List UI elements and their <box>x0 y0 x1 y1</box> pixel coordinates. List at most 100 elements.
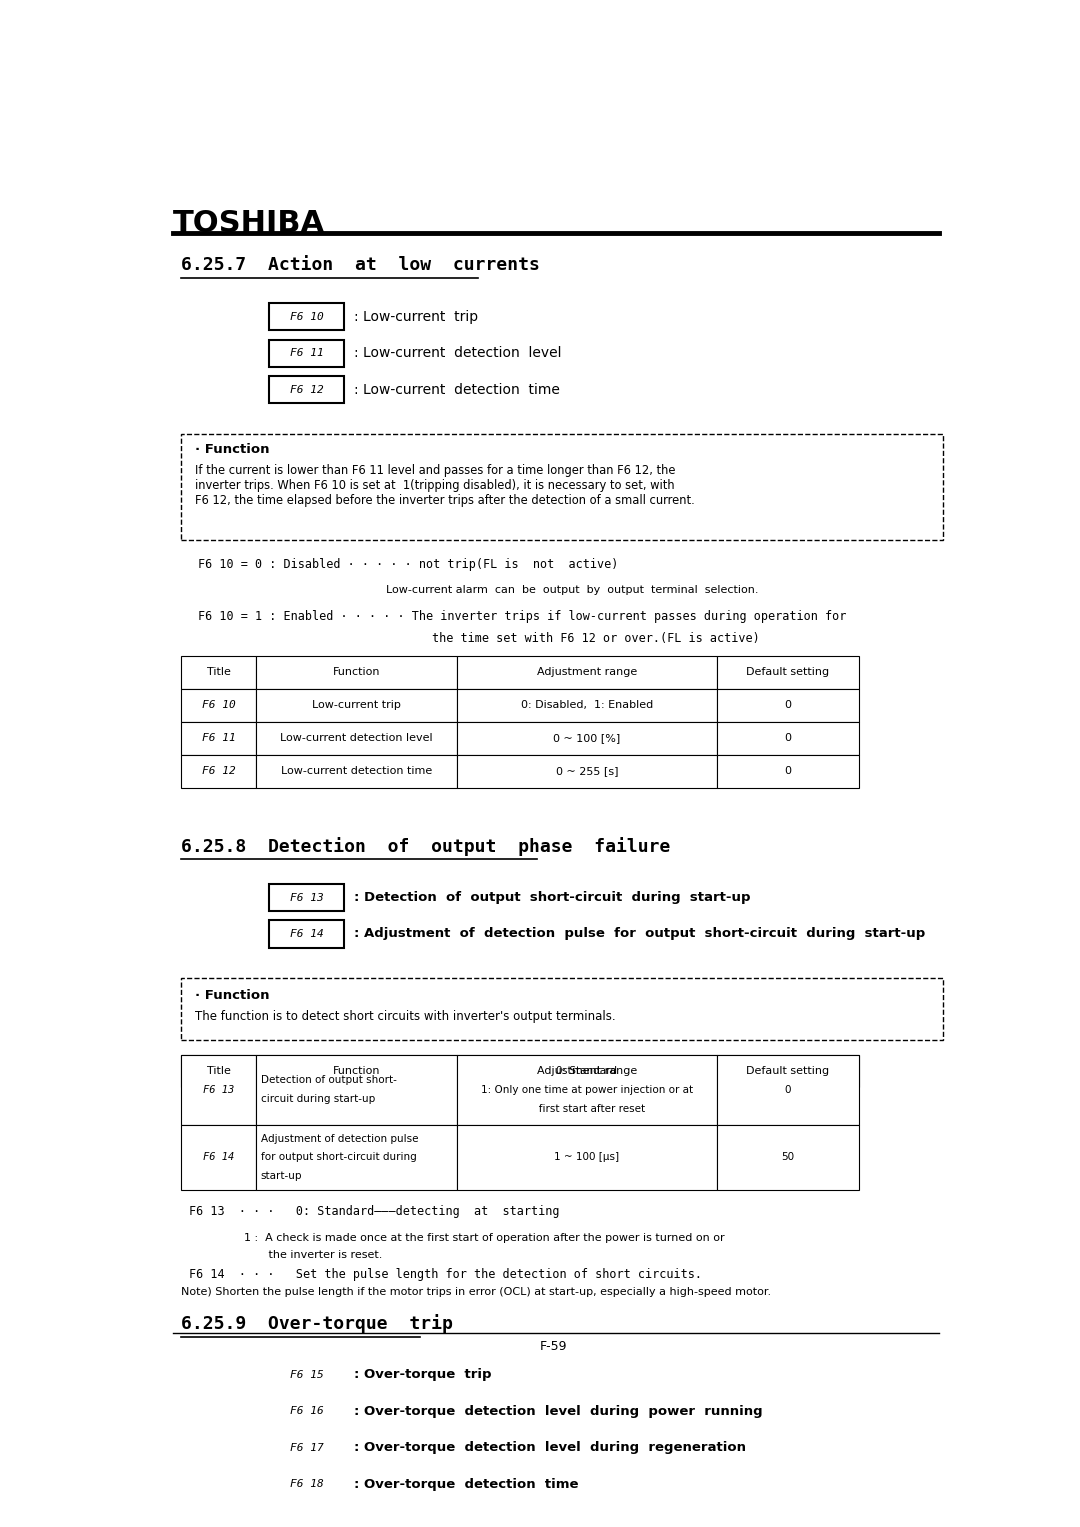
Text: F6 15: F6 15 <box>289 1370 324 1380</box>
Text: 0: Standard: 0: Standard <box>556 1066 618 1077</box>
FancyBboxPatch shape <box>269 884 345 912</box>
Text: 6.25.8  Detection  of  output  phase  failure: 6.25.8 Detection of output phase failure <box>181 837 671 857</box>
Text: F6 12: F6 12 <box>289 385 324 394</box>
Text: F6 10 = 0 : Disabled · · · · · not trip(FL is  not  active): F6 10 = 0 : Disabled · · · · · not trip(… <box>198 559 618 571</box>
Text: : Over-torque  trip: : Over-torque trip <box>354 1368 491 1382</box>
Text: 1: Only one time at power injection or at: 1: Only one time at power injection or a… <box>481 1084 693 1095</box>
Text: · Function: · Function <box>195 988 270 1002</box>
Bar <box>457 754 717 788</box>
Bar <box>256 1055 457 1125</box>
Text: F6 16: F6 16 <box>289 1406 324 1417</box>
FancyBboxPatch shape <box>269 1362 345 1388</box>
Text: Low-current trip: Low-current trip <box>312 701 402 710</box>
FancyBboxPatch shape <box>269 376 345 403</box>
Text: · Function: · Function <box>195 443 270 457</box>
Text: Function: Function <box>333 1066 380 1077</box>
Text: 0: 0 <box>784 733 792 744</box>
Bar <box>717 1055 859 1087</box>
FancyBboxPatch shape <box>269 1397 345 1425</box>
Text: : Adjustment  of  detection  pulse  for  output  short-circuit  during  start-up: : Adjustment of detection pulse for outp… <box>354 927 926 941</box>
Text: for output short-circuit during: for output short-circuit during <box>260 1153 416 1162</box>
Bar <box>181 657 256 689</box>
Text: Adjustment of detection pulse: Adjustment of detection pulse <box>260 1133 418 1144</box>
Text: F6 11: F6 11 <box>289 348 324 359</box>
Text: the inverter is reset.: the inverter is reset. <box>244 1249 382 1260</box>
Bar <box>256 754 457 788</box>
Text: F6 13  · · ·   0: Standard———detecting  at  starting: F6 13 · · · 0: Standard———detecting at s… <box>189 1205 559 1219</box>
Bar <box>457 657 717 689</box>
Text: Default setting: Default setting <box>746 1066 829 1077</box>
Text: If the current is lower than F6 11 level and passes for a time longer than F6 12: If the current is lower than F6 11 level… <box>195 464 696 507</box>
Text: 0 ~ 255 [s]: 0 ~ 255 [s] <box>556 767 618 776</box>
Text: The function is to detect short circuits with inverter's output terminals.: The function is to detect short circuits… <box>195 1009 616 1023</box>
Text: Title: Title <box>206 667 231 678</box>
Bar <box>457 1125 717 1190</box>
Text: F6 10: F6 10 <box>289 312 324 322</box>
Bar <box>717 754 859 788</box>
Bar <box>181 689 256 722</box>
FancyBboxPatch shape <box>181 434 943 539</box>
Bar <box>717 657 859 689</box>
Text: Title: Title <box>206 1066 231 1077</box>
Text: Adjustment range: Adjustment range <box>537 667 637 678</box>
Bar <box>717 722 859 754</box>
Text: Low-current detection level: Low-current detection level <box>281 733 433 744</box>
Text: start-up: start-up <box>260 1171 302 1182</box>
Text: Adjustment range: Adjustment range <box>537 1066 637 1077</box>
Text: : Over-torque  detection  time: : Over-torque detection time <box>354 1478 579 1490</box>
Text: 0: 0 <box>784 1084 792 1095</box>
Text: F6 14  · · ·   Set the pulse length for the detection of short circuits.: F6 14 · · · Set the pulse length for the… <box>189 1269 702 1281</box>
Text: 0 ~ 100 [%]: 0 ~ 100 [%] <box>553 733 621 744</box>
Text: F-59: F-59 <box>540 1341 567 1353</box>
Bar <box>181 1125 256 1190</box>
Bar <box>457 722 717 754</box>
Text: : Detection  of  output  short-circuit  during  start-up: : Detection of output short-circuit duri… <box>354 892 751 904</box>
Bar <box>717 1055 859 1125</box>
Text: 1 ~ 100 [μs]: 1 ~ 100 [μs] <box>554 1153 620 1162</box>
Text: the time set with F6 12 or over.(FL is active): the time set with F6 12 or over.(FL is a… <box>432 632 760 646</box>
Text: : Over-torque  detection  level  during  power  running: : Over-torque detection level during pow… <box>354 1405 762 1419</box>
Bar <box>457 1055 717 1125</box>
Bar <box>256 1055 457 1087</box>
Text: Default setting: Default setting <box>746 667 829 678</box>
FancyBboxPatch shape <box>269 921 345 947</box>
Text: TOSHIBA: TOSHIBA <box>173 209 325 238</box>
FancyBboxPatch shape <box>181 979 943 1040</box>
Bar <box>256 1125 457 1190</box>
Text: F6 14: F6 14 <box>289 928 324 939</box>
Text: 6.25.9  Over-torque  trip: 6.25.9 Over-torque trip <box>181 1315 453 1333</box>
Text: Function: Function <box>333 667 380 678</box>
Text: F6 14: F6 14 <box>203 1153 234 1162</box>
Text: first start after reset: first start after reset <box>529 1104 645 1113</box>
Text: F6 18: F6 18 <box>289 1480 324 1489</box>
Bar <box>181 1055 256 1125</box>
Text: F6 10: F6 10 <box>202 701 235 710</box>
Text: F6 10 = 1 : Enabled · · · · · The inverter trips if low-current passes during op: F6 10 = 1 : Enabled · · · · · The invert… <box>198 611 846 623</box>
Text: F6 11: F6 11 <box>202 733 235 744</box>
Text: 0: Disabled,  1: Enabled: 0: Disabled, 1: Enabled <box>521 701 653 710</box>
Text: 50: 50 <box>781 1153 795 1162</box>
Text: circuit during start-up: circuit during start-up <box>260 1095 375 1104</box>
Text: 0: 0 <box>784 701 792 710</box>
Text: F6 17: F6 17 <box>289 1443 324 1452</box>
Text: F6 13: F6 13 <box>203 1084 234 1095</box>
Bar <box>256 722 457 754</box>
FancyBboxPatch shape <box>269 339 345 366</box>
Bar <box>457 689 717 722</box>
Text: Note) Shorten the pulse length if the motor trips in error (OCL) at start-up, es: Note) Shorten the pulse length if the mo… <box>181 1287 771 1298</box>
Text: 0: 0 <box>784 767 792 776</box>
Bar <box>256 689 457 722</box>
Text: 1 :  A check is made once at the first start of operation after the power is tur: 1 : A check is made once at the first st… <box>244 1234 725 1243</box>
Bar <box>181 722 256 754</box>
Bar <box>717 689 859 722</box>
Bar <box>457 1055 717 1087</box>
FancyBboxPatch shape <box>269 1434 345 1461</box>
Text: : Low-current  detection  time: : Low-current detection time <box>354 383 561 397</box>
FancyBboxPatch shape <box>269 1471 345 1498</box>
Text: Detection of output short-: Detection of output short- <box>260 1075 396 1086</box>
Text: : Low-current  trip: : Low-current trip <box>354 310 478 324</box>
FancyBboxPatch shape <box>269 304 345 330</box>
Text: Low-current detection time: Low-current detection time <box>281 767 432 776</box>
Text: : Low-current  detection  level: : Low-current detection level <box>354 347 562 360</box>
Bar <box>717 1125 859 1190</box>
